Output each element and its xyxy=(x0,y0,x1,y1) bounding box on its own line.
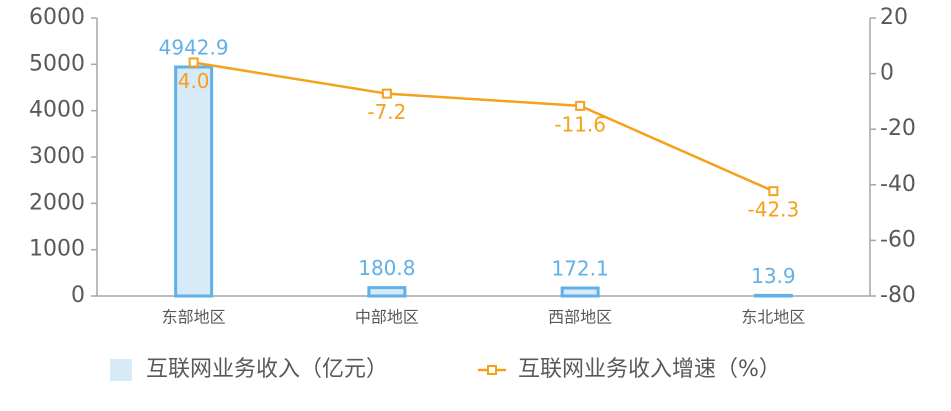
legend-label: 互联网业务收入增速（%） xyxy=(518,357,781,382)
y2-tick-label: -40 xyxy=(880,172,916,197)
y2-tick-label: -60 xyxy=(880,227,916,252)
x-tick-label: 西部地区 xyxy=(548,308,612,327)
bar xyxy=(753,293,793,298)
legend-label: 互联网业务收入（亿元） xyxy=(146,357,388,382)
y-tick-label: 6000 xyxy=(29,5,85,30)
y2-tick-label: 0 xyxy=(880,61,894,86)
y-tick-label: 3000 xyxy=(29,144,85,169)
line-marker xyxy=(381,88,392,99)
bar xyxy=(560,286,600,298)
legend-marker xyxy=(487,365,497,375)
x-tick-label: 东部地区 xyxy=(162,308,226,327)
bar-value-label: 180.8 xyxy=(358,256,415,280)
bar xyxy=(367,286,407,298)
y2-tick-label: -20 xyxy=(880,116,916,141)
bar-value-label: 4942.9 xyxy=(159,35,229,59)
line-value-label: -42.3 xyxy=(748,198,800,222)
y-tick-label: 2000 xyxy=(29,190,85,215)
line-marker xyxy=(575,100,586,111)
line-marker xyxy=(188,57,199,68)
bar-value-label: 172.1 xyxy=(551,257,608,281)
y-tick-label: 0 xyxy=(71,283,85,308)
y-tick-label: 5000 xyxy=(29,51,85,76)
line-marker xyxy=(768,186,779,197)
bar xyxy=(174,65,214,298)
x-tick-label: 中部地区 xyxy=(355,308,419,327)
line-value-label: 4.0 xyxy=(178,69,210,93)
line-value-label: -7.2 xyxy=(367,100,406,124)
line-value-label: -11.6 xyxy=(554,112,606,136)
line xyxy=(193,61,774,193)
bar-value-label: 13.9 xyxy=(751,264,796,288)
y2-tick-label: -80 xyxy=(880,283,916,308)
legend-swatch xyxy=(110,359,132,381)
y2-tick-label: 20 xyxy=(880,5,908,30)
y-tick-label: 4000 xyxy=(29,98,85,123)
x-tick-label: 东北地区 xyxy=(741,308,805,327)
y-tick-label: 1000 xyxy=(29,237,85,262)
